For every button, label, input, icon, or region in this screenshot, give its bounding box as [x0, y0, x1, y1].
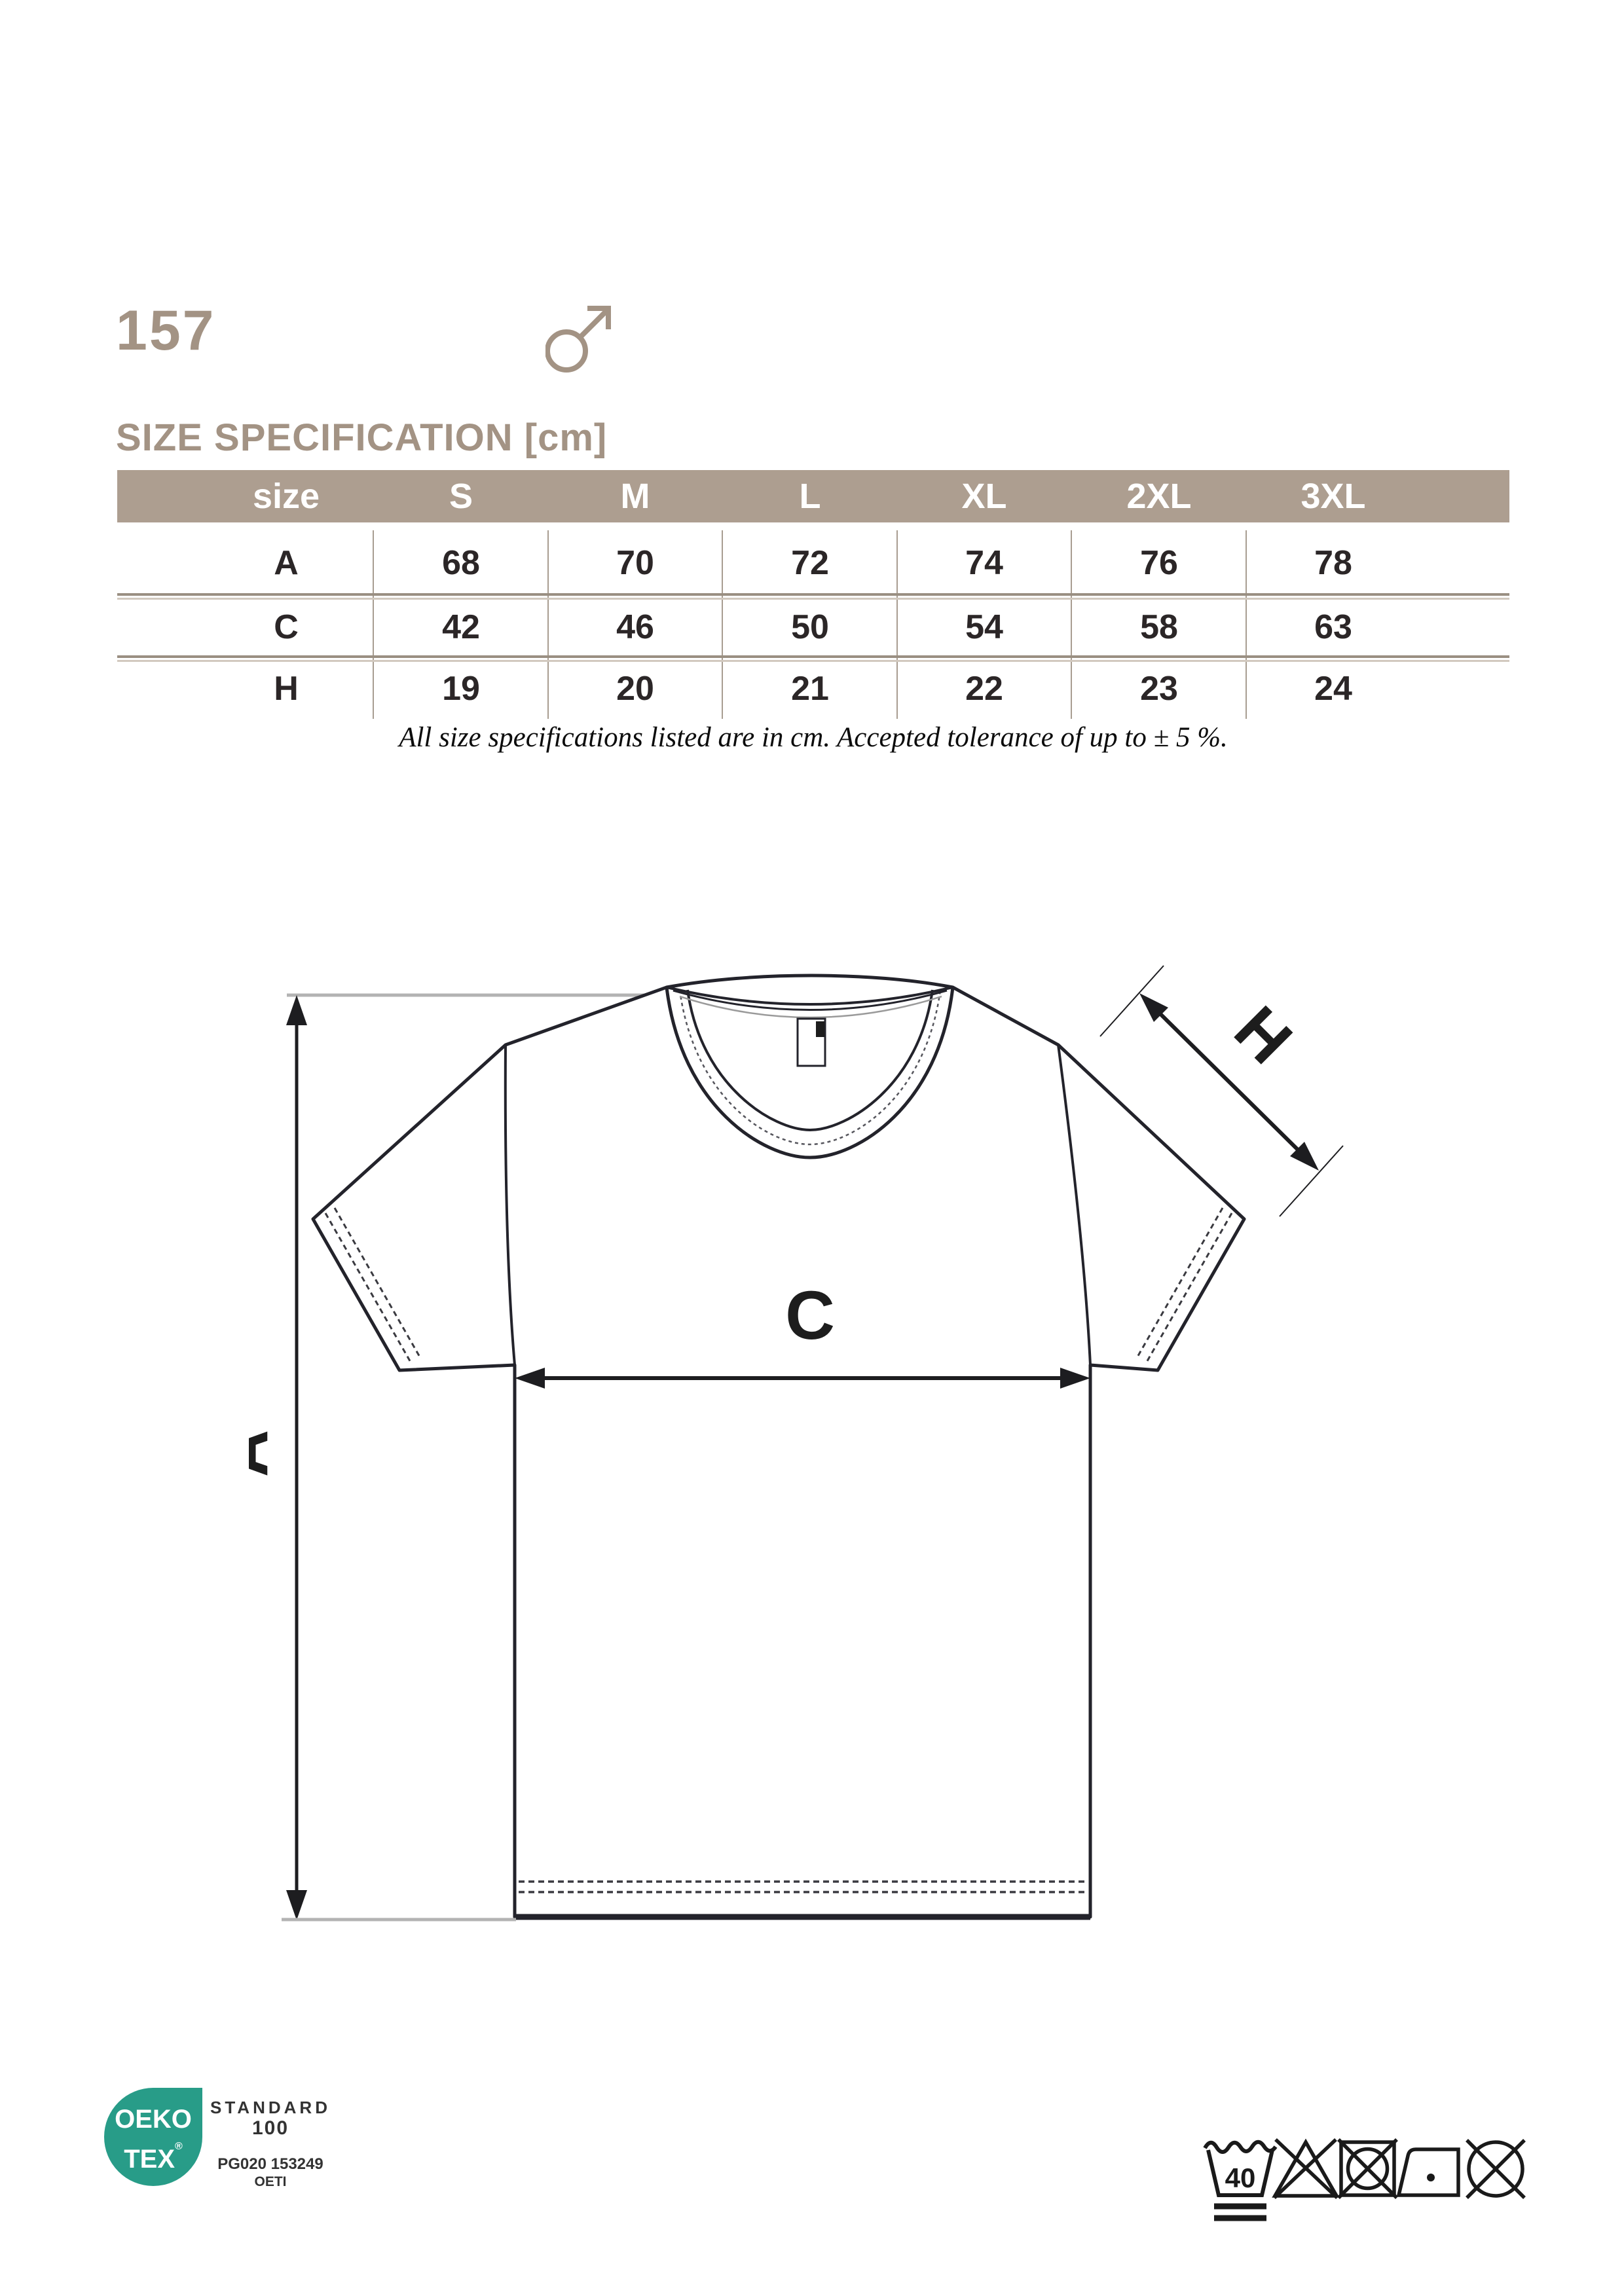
size-specification-heading: SIZE SPECIFICATION [cm] [116, 416, 608, 459]
dimension-arrow-c [515, 1368, 1090, 1389]
right-sleeve-seam [1057, 1044, 1092, 1366]
value-a-m: 70 [616, 544, 654, 582]
column-header-3xl: 3XL [1301, 477, 1366, 516]
care-symbols: 40 [1203, 2138, 1526, 2221]
column-header-m: M [620, 477, 650, 516]
hem-stitching [519, 1880, 1087, 1893]
value-a-2xl: 76 [1140, 544, 1178, 582]
label-h: H [1221, 993, 1306, 1078]
oeko-tex-logo-line2: TEX® [124, 2140, 183, 2174]
tshirt-technical-drawing: A C H [249, 965, 1344, 1922]
neck-label [796, 1017, 826, 1067]
column-header-2xl: 2XL [1126, 477, 1192, 516]
value-h-2xl: 23 [1140, 670, 1178, 708]
table-header-bar [117, 470, 1509, 522]
oeko-standard-word: STANDARD [210, 2098, 331, 2117]
dimension-arrow-a [286, 995, 307, 1920]
label-a: A [249, 1430, 282, 1477]
value-c-3xl: 63 [1314, 608, 1352, 646]
tshirt-outline [311, 974, 1246, 1919]
male-gender-icon [545, 306, 611, 373]
value-h-s: 19 [442, 670, 480, 708]
oeko-tex-logo: OEKO TEX® [104, 2088, 202, 2186]
value-c-xl: 54 [965, 608, 1003, 646]
product-number: 157 [116, 299, 216, 362]
row-separator [117, 593, 1509, 600]
iron-low-heat-icon [1396, 2147, 1460, 2197]
oeko-institute: OETI [254, 2174, 287, 2189]
column-header-l: L [799, 477, 821, 516]
do-not-tumble-dry-icon [1337, 2138, 1398, 2199]
wash-40-very-mild-icon [1203, 2140, 1278, 2221]
value-c-2xl: 58 [1140, 608, 1178, 646]
value-a-l: 72 [791, 544, 829, 582]
column-divider [547, 530, 549, 719]
left-sleeve-seam [504, 1044, 516, 1366]
oeko-certificate-code: PG020 153249 [217, 2155, 323, 2173]
row-label-c: C [274, 608, 299, 646]
column-divider [1246, 530, 1247, 719]
column-header-size: size [252, 477, 320, 516]
registered-mark: ® [175, 2140, 183, 2152]
oeko-tex-certificate: STANDARD 100 PG020 153249 OETI [202, 2092, 339, 2191]
cuff-stitching [324, 1207, 1233, 1365]
column-header-s: S [449, 477, 473, 516]
value-h-3xl: 24 [1314, 670, 1352, 708]
column-divider [1071, 530, 1072, 719]
column-divider [722, 530, 723, 719]
do-not-bleach-icon [1272, 2138, 1340, 2199]
column-divider [896, 530, 898, 719]
row-separator [117, 655, 1509, 662]
value-a-xl: 74 [965, 544, 1003, 582]
do-not-dry-clean-icon [1466, 2139, 1526, 2199]
collar [665, 986, 955, 1159]
wash-temperature: 40 [1225, 2162, 1256, 2193]
value-c-l: 50 [791, 608, 829, 646]
tolerance-note: All size specifications listed are in cm… [399, 722, 1228, 753]
label-c: C [785, 1277, 835, 1354]
oeko-standard-number: 100 [251, 2117, 289, 2139]
dimension-arrow-h [1099, 965, 1344, 1217]
column-divider [373, 530, 374, 719]
value-h-m: 20 [616, 670, 654, 708]
value-h-xl: 22 [965, 670, 1003, 708]
value-c-m: 46 [616, 608, 654, 646]
column-header-xl: XL [961, 477, 1007, 516]
oeko-tex-logo-line1: OEKO [115, 2104, 192, 2134]
value-a-s: 68 [442, 544, 480, 582]
value-c-s: 42 [442, 608, 480, 646]
row-label-a: A [274, 544, 299, 582]
row-label-h: H [274, 670, 299, 708]
value-a-3xl: 78 [1314, 544, 1352, 582]
value-h-l: 21 [791, 670, 829, 708]
